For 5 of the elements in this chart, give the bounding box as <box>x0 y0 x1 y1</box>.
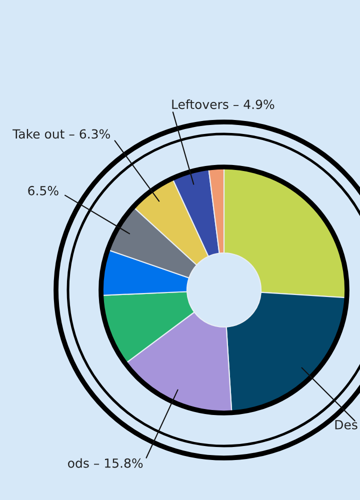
slice-label: Take out – 6.3% <box>12 128 110 139</box>
slice-label: Des <box>335 420 358 430</box>
slice-label: Leftovers – 4.9% <box>172 99 274 110</box>
slice-label: ods – 15.8% <box>68 458 143 468</box>
data-label: 6.5% <box>28 186 58 196</box>
